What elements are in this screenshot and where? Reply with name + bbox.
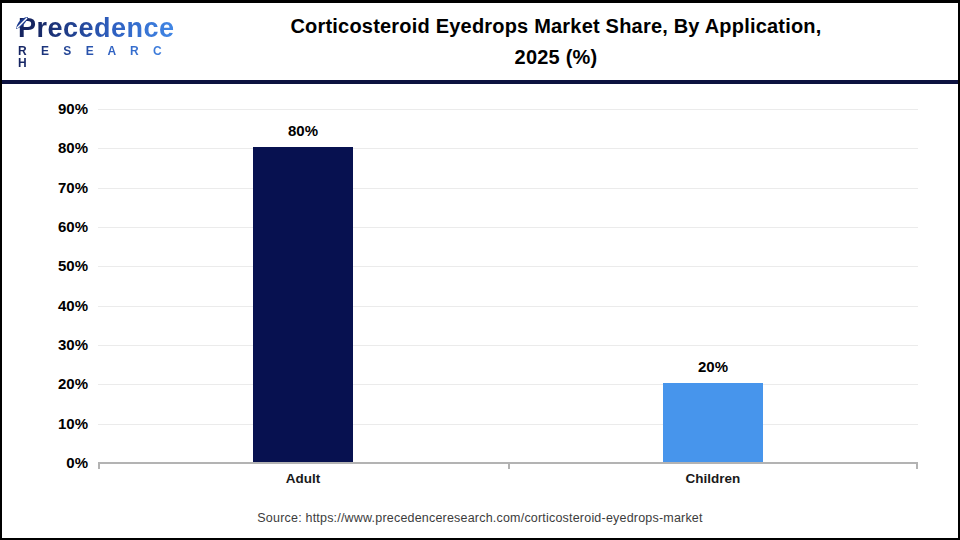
chart-title: Corticosteroid Eyedrops Market Share, By… — [180, 11, 958, 73]
y-axis-tick-label: 0% — [2, 454, 88, 472]
y-axis-tick-label: 60% — [2, 218, 88, 236]
y-axis-tick-label: 20% — [2, 375, 88, 393]
x-axis-tick — [98, 463, 100, 469]
y-axis-tick-label: 70% — [2, 179, 88, 197]
logo-subtext: R E S E A R C H — [18, 45, 180, 69]
x-axis-label-adult: Adult — [203, 471, 403, 486]
gridline — [98, 306, 918, 307]
header: Precedence R E S E A R C H Corticosteroi… — [2, 3, 958, 84]
bar-value-label-adult: 80% — [223, 122, 383, 139]
x-axis-label-children: Children — [613, 471, 813, 486]
gridline — [98, 424, 918, 425]
y-axis-tick-label: 30% — [2, 336, 88, 354]
gridline — [98, 227, 918, 228]
y-axis-tick-label: 90% — [2, 100, 88, 118]
bar-value-label-children: 20% — [633, 358, 793, 375]
gridline — [98, 384, 918, 385]
y-axis-tick-label: 80% — [2, 139, 88, 157]
gridline — [98, 188, 918, 189]
x-axis-tick — [916, 463, 918, 469]
plot-area: 90%80%70%60%50%40%30%20%10%0%80%Adult20%… — [98, 109, 918, 463]
precedence-research-logo: Precedence R E S E A R C H — [2, 15, 180, 69]
chart-page: Precedence R E S E A R C H Corticosteroi… — [0, 0, 960, 540]
gridline — [98, 345, 918, 346]
x-axis-tick — [508, 463, 510, 469]
logo-wordmark: Precedence — [18, 15, 175, 42]
y-axis-tick-label: 50% — [2, 257, 88, 275]
gridline — [98, 148, 918, 149]
y-axis-tick-label: 40% — [2, 297, 88, 315]
logo-text: Precedence — [18, 13, 175, 43]
chart-title-line1: Corticosteroid Eyedrops Market Share, By… — [180, 11, 932, 42]
source-caption: Source: https://www.precedenceresearch.c… — [2, 511, 958, 525]
bar-adult — [253, 147, 353, 462]
gridline — [98, 109, 918, 110]
gridline — [98, 266, 918, 267]
y-axis-tick-label: 10% — [2, 415, 88, 433]
leaf-icon — [15, 8, 29, 35]
chart-title-line2: 2025 (%) — [180, 42, 932, 73]
bar-children — [663, 383, 763, 462]
